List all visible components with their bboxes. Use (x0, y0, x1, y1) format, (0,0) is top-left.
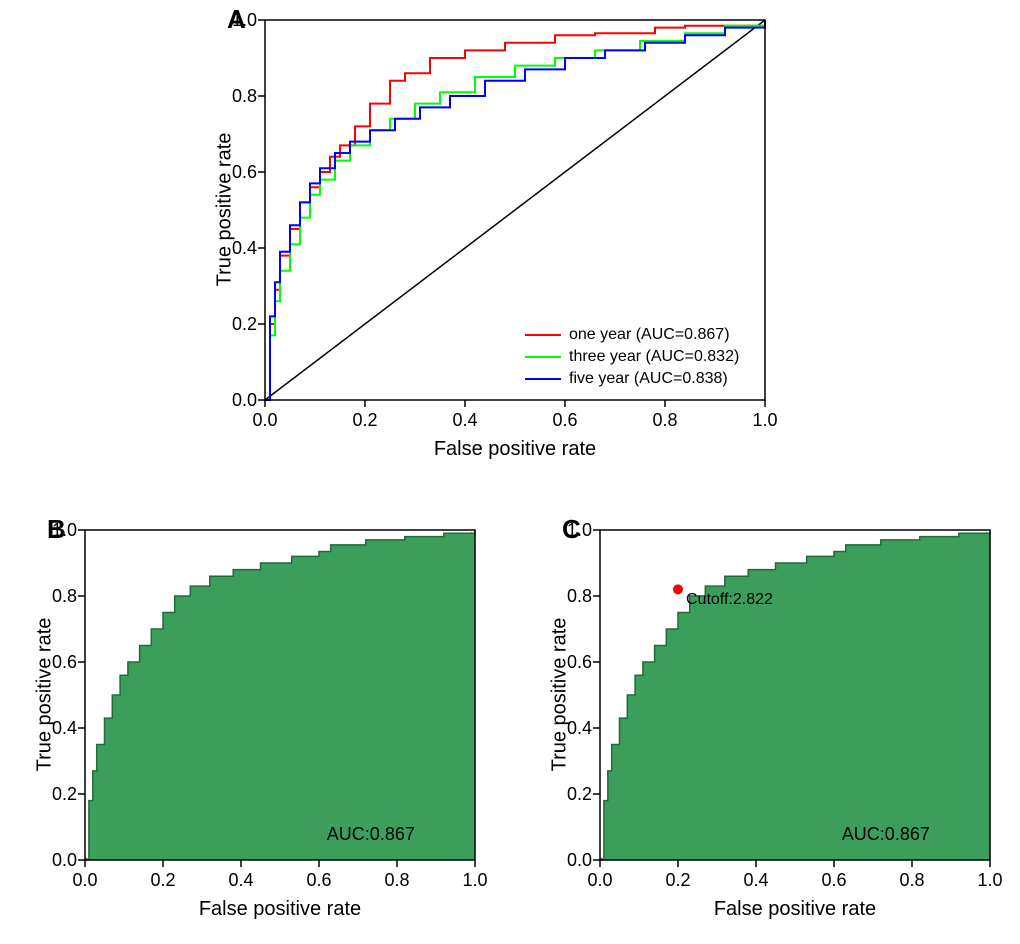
panel-a-ylabel: True positive rate (214, 120, 237, 300)
x-tick-label: 0.8 (382, 870, 412, 891)
x-tick-label: 0.4 (226, 870, 256, 891)
legend-swatch (525, 356, 561, 358)
x-tick-label: 0.6 (819, 870, 849, 891)
legend-item: one year (AUC=0.867) (525, 324, 739, 346)
x-tick-label: 0.8 (650, 410, 680, 431)
y-tick-label: 0.0 (43, 850, 77, 871)
x-tick-label: 0.2 (663, 870, 693, 891)
panel-b-auc-label: AUC:0.867 (327, 824, 415, 845)
x-tick-label: 0.0 (70, 870, 100, 891)
x-tick-label: 0.2 (350, 410, 380, 431)
x-tick-label: 0.4 (741, 870, 771, 891)
panel-a-xlabel: False positive rate (425, 438, 605, 461)
cutoff-marker (673, 584, 683, 594)
panel-b-label: B (47, 514, 66, 545)
x-tick-label: 0.6 (550, 410, 580, 431)
legend-item: five year (AUC=0.838) (525, 368, 739, 390)
legend-label: five year (AUC=0.838) (569, 370, 728, 388)
y-tick-label: 0.2 (223, 314, 257, 335)
y-tick-label: 0.2 (558, 784, 592, 805)
panel-c-plot (600, 530, 1010, 880)
panel-c-auc-label: AUC:0.867 (842, 824, 930, 845)
legend-label: one year (AUC=0.867) (569, 326, 730, 344)
legend-swatch (525, 378, 561, 380)
x-tick-label: 0.0 (585, 870, 615, 891)
panel-c-ylabel: True positive rate (549, 605, 572, 785)
x-tick-label: 0.8 (897, 870, 927, 891)
legend-label: three year (AUC=0.832) (569, 348, 739, 366)
x-tick-label: 1.0 (750, 410, 780, 431)
cutoff-label: Cutoff:2.822 (686, 591, 773, 609)
figure: one year (AUC=0.867) three year (AUC=0.83… (0, 0, 1020, 944)
panel-c-xlabel: False positive rate (705, 898, 885, 921)
y-tick-label: 0.0 (558, 850, 592, 871)
legend-item: three year (AUC=0.832) (525, 346, 739, 368)
panel-a-label: A (227, 4, 246, 35)
y-tick-label: 0.2 (43, 784, 77, 805)
x-tick-label: 1.0 (975, 870, 1005, 891)
panel-b-plot (85, 530, 495, 880)
panel-b-xlabel: False positive rate (190, 898, 370, 921)
legend: one year (AUC=0.867) three year (AUC=0.83… (525, 324, 739, 390)
y-tick-label: 0.0 (223, 390, 257, 411)
legend-swatch (525, 334, 561, 336)
x-tick-label: 0.4 (450, 410, 480, 431)
x-tick-label: 0.6 (304, 870, 334, 891)
x-tick-label: 0.2 (148, 870, 178, 891)
y-tick-label: 0.8 (223, 86, 257, 107)
panel-b-ylabel: True positive rate (34, 605, 57, 785)
x-tick-label: 1.0 (460, 870, 490, 891)
x-tick-label: 0.0 (250, 410, 280, 431)
panel-c-label: C (562, 514, 581, 545)
